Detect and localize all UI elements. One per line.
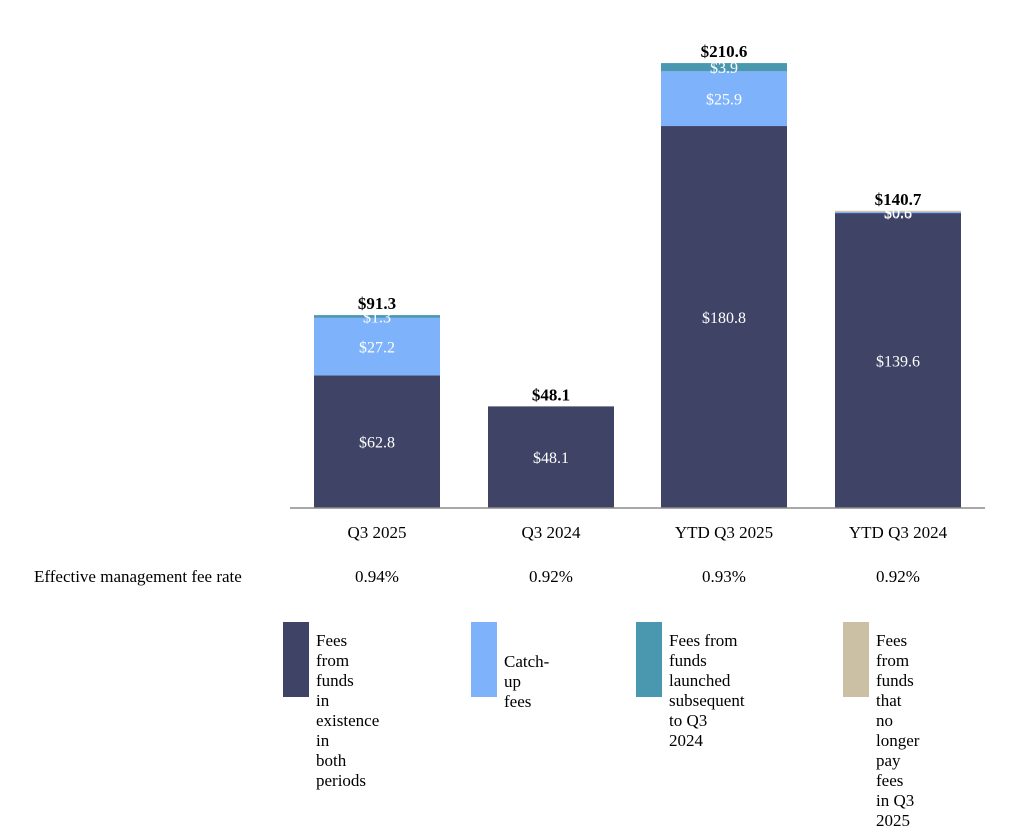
legend-swatch: [843, 622, 869, 697]
fee-rate-q3-2024: 0.92%: [529, 567, 573, 586]
fee-rate-q3-2025: 0.94%: [355, 567, 399, 586]
bar-segment-ytd-q3-2024-series-4: [835, 210, 961, 212]
data-label: $27.2: [359, 340, 395, 357]
bar-segment-q3-2025-series-2: [314, 317, 440, 376]
bar-segment-q3-2025-series-1: [314, 375, 440, 508]
x-tick-label: Q3 2025: [347, 523, 406, 542]
data-label: $1.3: [363, 309, 391, 326]
data-label: $25.9: [706, 92, 742, 109]
data-label: $48.1: [533, 450, 569, 467]
data-label: $139.6: [876, 354, 920, 371]
x-tick-label: YTD Q3 2025: [675, 523, 773, 542]
bar-segment-q3-2024-series-1: [488, 406, 614, 508]
total-label: $91.3: [358, 294, 396, 313]
data-label: $180.8: [702, 310, 746, 327]
bar-segment-ytd-q3-2024-series-2: [835, 211, 961, 214]
data-label: $0.6: [884, 205, 912, 222]
legend-swatch: [636, 622, 662, 697]
bar-segment-ytd-q3-2025-series-2: [661, 71, 787, 127]
fee-rate-label: Effective management fee rate: [34, 567, 242, 586]
fee-rate-ytd-q3-2025: 0.93%: [702, 567, 746, 586]
total-label: $210.6: [701, 42, 748, 61]
stacked-bar-chart: $62.8 $27.2 $1.3$91.3 Q3 2025 $48.1 $48.1 Q3 2…: [290, 42, 985, 542]
bar-segment-q3-2025-series-3: [314, 315, 440, 318]
legend-label: Fees from funds launched subsequent to Q…: [669, 631, 745, 750]
bar-segment-ytd-q3-2025-series-3: [661, 63, 787, 72]
total-label: $48.1: [532, 385, 570, 404]
legend-label: Fees from funds that no longer pay fees …: [876, 631, 920, 830]
data-label: $0.5: [884, 204, 912, 221]
data-label: $3.9: [710, 60, 738, 77]
bar-segment-ytd-q3-2025-series-1: [661, 126, 787, 508]
legend-label: Fees from funds in existence in both per…: [316, 631, 380, 790]
data-label: $62.8: [359, 435, 395, 452]
bar-segment-ytd-q3-2024-series-1: [835, 213, 961, 508]
legend-swatch: [283, 622, 309, 697]
legend-label: Catch-up fees: [504, 652, 550, 711]
x-tick-label: YTD Q3 2024: [849, 523, 948, 542]
legend-swatch: [471, 622, 497, 697]
total-label: $140.7: [875, 190, 922, 209]
fee-rate-ytd-q3-2024: 0.92%: [876, 567, 920, 586]
x-tick-label: Q3 2024: [521, 523, 581, 542]
